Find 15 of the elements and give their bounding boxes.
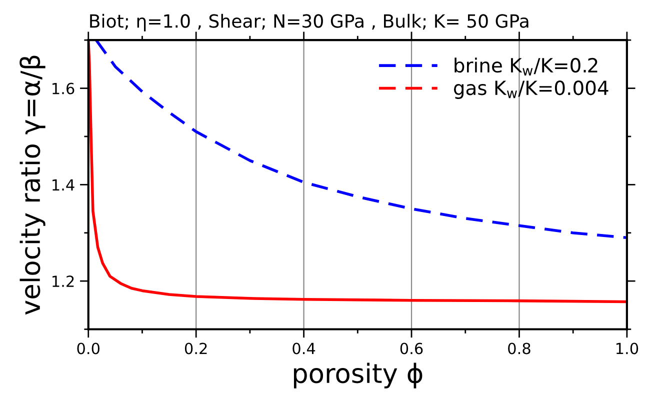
chart-title: Biot; η=1.0 , Shear; N=30 GPa , Bulk; K= 50 GPa [90,14,528,32]
x-tick-label: 0.0 [77,342,100,354]
x-axis-title: porosity ϕ [294,362,422,388]
x-tick-label: 1.0 [616,342,638,354]
legend-label: brine K$_{w}$/K=0.2 [454,58,598,76]
y-tick-label: 1.2 [52,276,74,287]
y-tick-label: 1.4 [52,179,74,190]
legend-label: gas K$_{w}$/K=0.004 [454,80,608,99]
x-tick-label: 0.4 [292,342,316,354]
x-tick-label: 0.8 [508,342,530,354]
y-tick-label: 1.6 [52,82,74,94]
line-series [94,40,627,240]
y-axis-title: velocity ratio γ=α/β [20,56,46,315]
x-tick-label: 0.2 [184,342,207,354]
x-tick-label: 0.6 [400,342,423,354]
